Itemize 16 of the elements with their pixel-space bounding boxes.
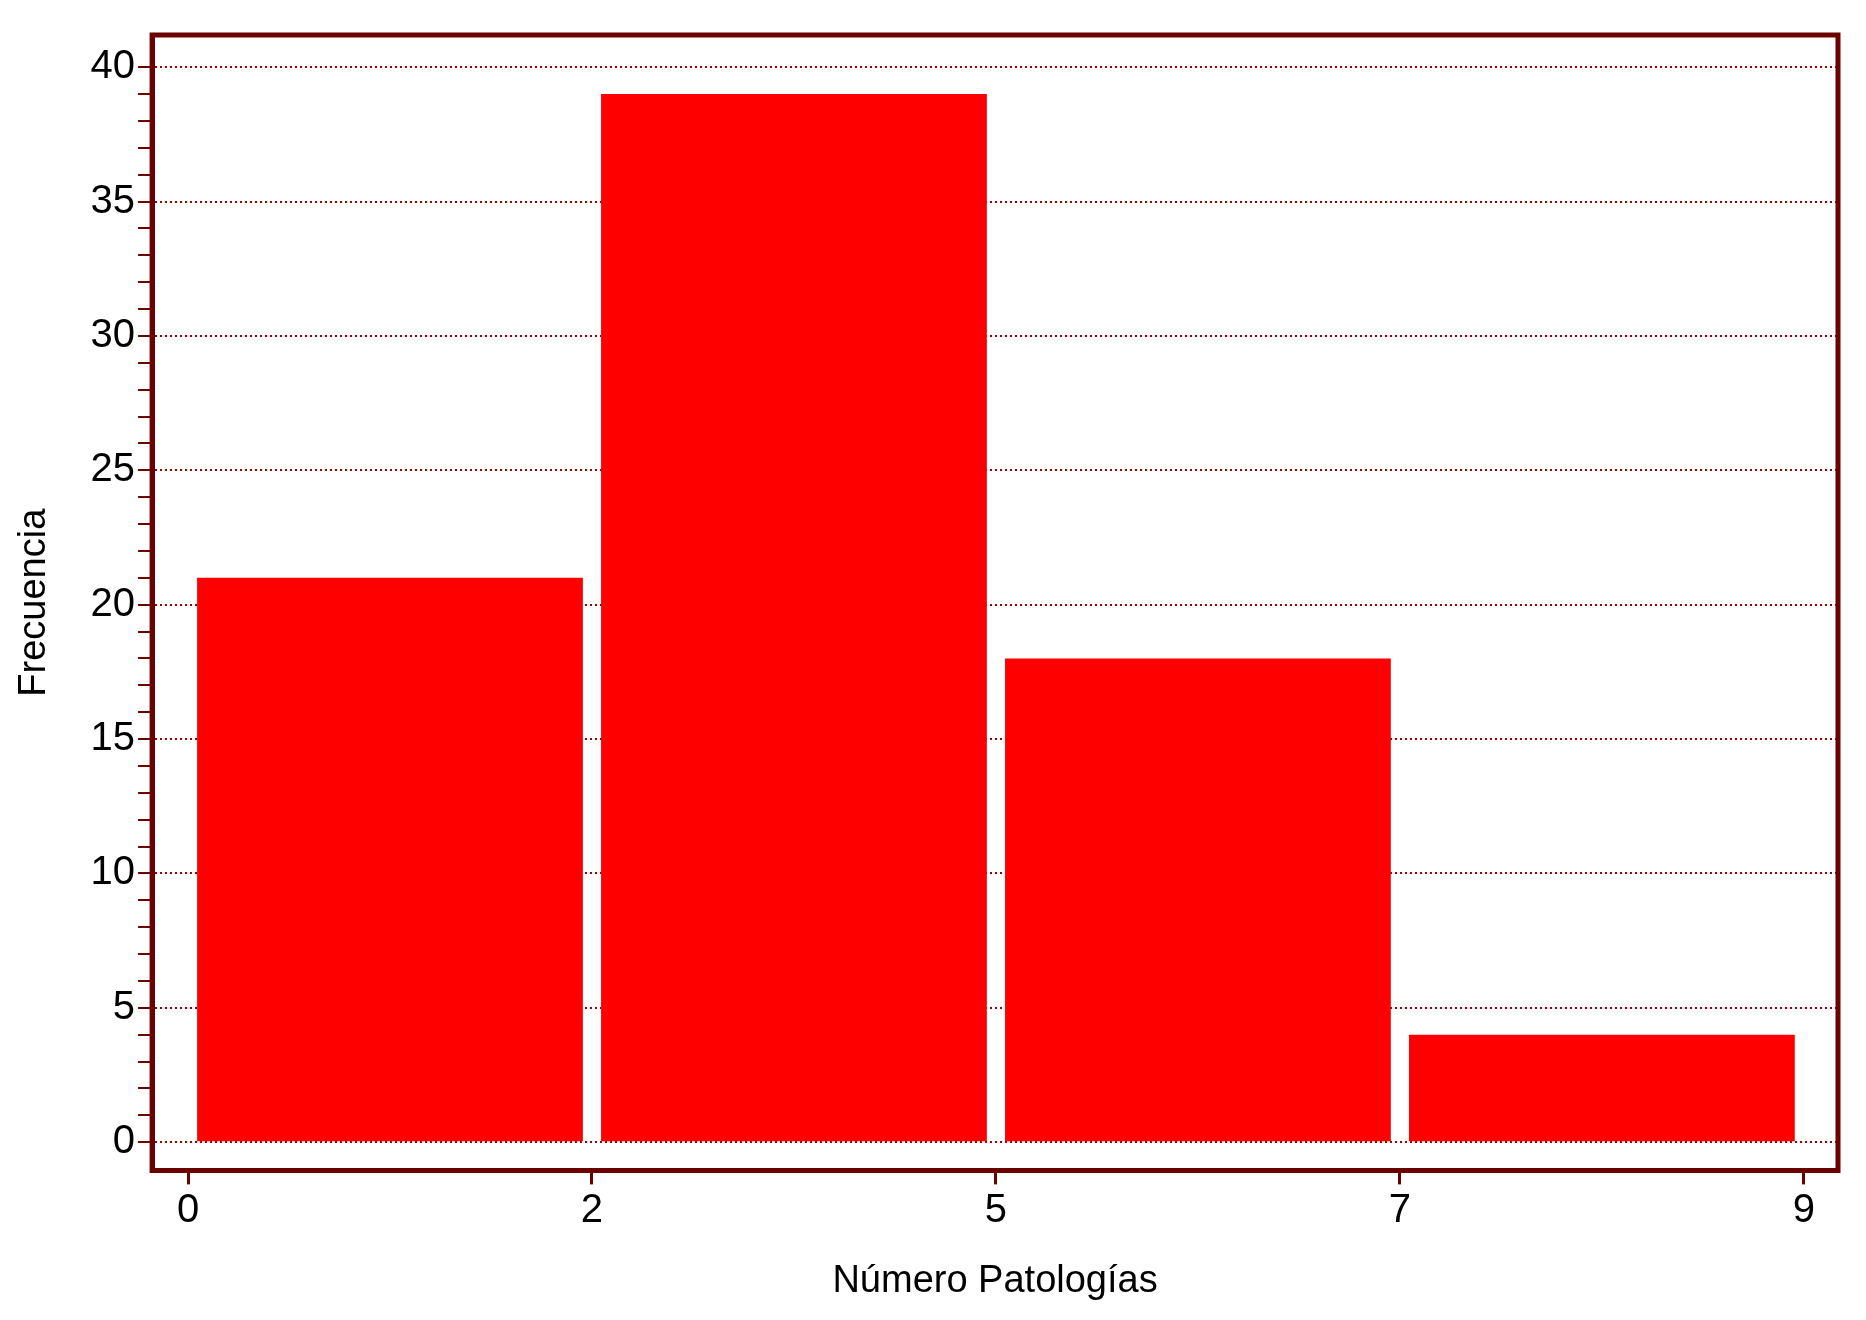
y-tick-label: 30 — [90, 311, 136, 356]
y-tick-label: 5 — [112, 982, 136, 1027]
x-tick-label: 2 — [580, 1186, 604, 1231]
y-axis-title: Frecuencia — [11, 507, 54, 697]
y-tick-label: 20 — [90, 579, 136, 624]
y-tick-label: 35 — [90, 176, 136, 221]
x-tick-label: 9 — [1792, 1186, 1816, 1231]
x-tick-label: 0 — [176, 1186, 200, 1231]
x-tick-label: 5 — [984, 1186, 1008, 1231]
x-axis-title: Número Patologías — [832, 1257, 1158, 1300]
y-tick-label: 25 — [90, 445, 136, 490]
y-tick-label: 10 — [90, 848, 136, 893]
y-tick-label: 15 — [90, 714, 136, 759]
x-tick-label: 7 — [1388, 1186, 1412, 1231]
y-tick-label: 40 — [90, 42, 136, 87]
y-tick-label: 0 — [112, 1117, 136, 1162]
